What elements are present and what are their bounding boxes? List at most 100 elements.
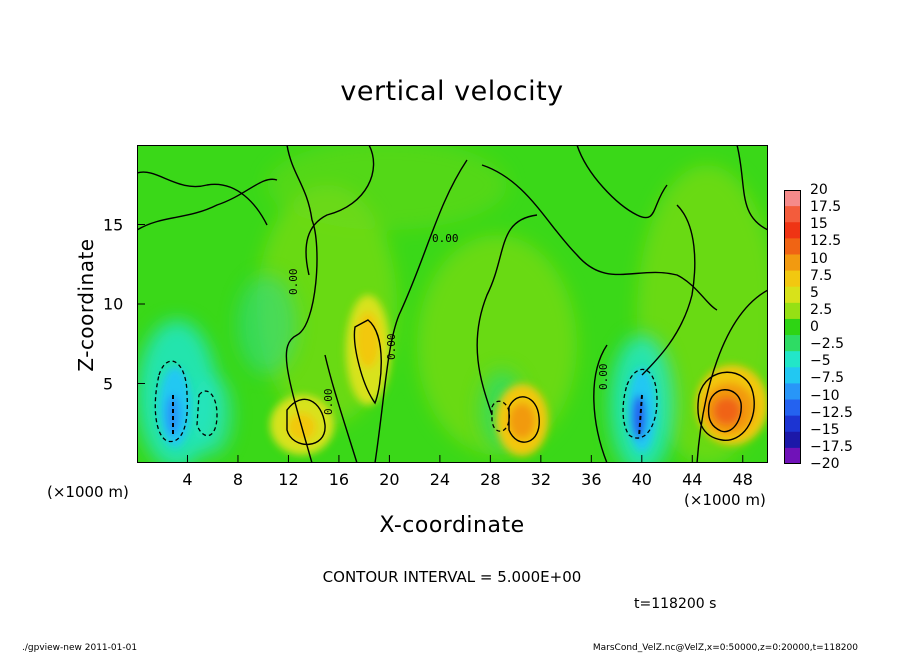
downdraft-core: [166, 395, 180, 435]
contour-labels: 0.00 0.00 0.00 0.00 0.00: [287, 232, 610, 415]
x-tick-label: 36: [581, 470, 602, 489]
colorbar-label: 20: [810, 182, 828, 198]
time-stamp: t=118200 s: [634, 596, 717, 612]
x-tick-marks: [137, 224, 744, 463]
plot-area: 0.00 0.00 0.00 0.00 0.00: [137, 145, 768, 463]
colorbar-swatch: [784, 318, 801, 336]
colorbar-swatch: [784, 222, 801, 239]
contour-10: [707, 389, 742, 433]
footer-right: MarsCond_VelZ.nc@VelZ,x=0:50000,z=0:2000…: [592, 643, 858, 653]
colorbar-swatch: [784, 302, 801, 320]
zero-contour: [696, 289, 768, 463]
x-tick-label: 24: [429, 470, 451, 489]
colorbar-swatch: [784, 431, 801, 449]
contour-5: [697, 371, 755, 441]
colorbar-swatch: [784, 270, 801, 288]
negative-contours: [154, 360, 658, 443]
updraft-core: [713, 397, 741, 425]
contour-label: 0.00: [322, 389, 335, 416]
colorbar-swatches: [784, 190, 801, 464]
updraft-cores: [270, 295, 768, 456]
contour-label: 0.00: [597, 364, 610, 391]
colorbar-label: 15: [810, 216, 828, 233]
updraft-core: [509, 403, 535, 439]
contour-lines: [137, 145, 768, 463]
zero-contour: [576, 145, 668, 219]
contour-minus-5: [622, 368, 658, 439]
colorbar-label: 7.5: [810, 267, 833, 284]
colorbar-swatch: [784, 238, 801, 255]
contour-minus-5: [154, 360, 188, 443]
colorbar-swatch: [784, 367, 801, 384]
zero-contour: [285, 145, 318, 463]
colorbar-label: 0: [810, 319, 819, 335]
downdraft-region: [192, 375, 232, 455]
x-tick-label: 4: [182, 470, 193, 489]
x-tick-label: 44: [682, 470, 703, 489]
contour-5: [508, 396, 540, 443]
colorbar-label: −20: [810, 456, 840, 472]
x-tick-label: 40: [631, 470, 652, 489]
contour-interval-text: CONTOUR INTERVAL = 5.000E+00: [322, 568, 582, 586]
colorbar-label: −10: [810, 387, 840, 404]
y-axis-label: Z-coordinate: [74, 238, 98, 372]
downdraft-core: [632, 395, 646, 439]
contour-minus-5: [491, 400, 510, 432]
updraft-region: [267, 145, 507, 230]
x-tick-label: 8: [232, 470, 244, 489]
y-tick-label: 10: [103, 294, 124, 314]
contour-label: 0.00: [287, 269, 300, 296]
x-tick-label: 32: [530, 470, 552, 489]
colorbar-label: 10: [810, 250, 828, 267]
contour-minus-10: [638, 394, 643, 438]
zero-contour: [593, 344, 608, 463]
colorbar-frame: [784, 190, 801, 464]
colorbar-label: −7.5: [810, 370, 844, 387]
zero-contour: [305, 145, 375, 276]
zero-contour: [137, 178, 278, 231]
x-unit-label-right: (×1000 m): [684, 491, 766, 509]
zero-contour: [481, 164, 718, 311]
colorbar-label: 12.5: [810, 233, 842, 250]
heatmap-svg: 0.00 0.00 0.00 0.00 0.00: [137, 145, 768, 463]
colorbar-label: −12.5: [810, 404, 853, 421]
colorbar-label: 2.5: [810, 301, 833, 318]
colorbar-swatch: [784, 351, 801, 368]
colorbar-label: −17.5: [810, 438, 853, 455]
zero-contour: [641, 204, 696, 376]
footer-left: ./gpview-new 2011-01-01: [22, 643, 138, 653]
colorbar-swatch: [784, 206, 801, 223]
contour-label: 0.00: [432, 232, 459, 245]
chart-title: vertical velocity: [340, 76, 564, 107]
zero-contour: [137, 171, 268, 226]
contour-minus-5: [196, 390, 218, 437]
colorbar-swatch: [784, 383, 801, 401]
zero-contour: [324, 354, 358, 463]
colorbar-swatch: [784, 335, 801, 352]
x-tick-label: 20: [379, 470, 400, 489]
colorbar-swatch: [784, 415, 801, 433]
colorbar-label: 5: [810, 284, 819, 301]
x-tick-label: 12: [278, 470, 299, 489]
contour-label: 0.00: [385, 334, 398, 361]
colorbar-swatch: [784, 254, 801, 272]
colorbar-label: 17.5: [810, 199, 842, 216]
contour-5: [353, 319, 382, 405]
zero-contour: [476, 214, 538, 416]
x-axis-label: X-coordinate: [379, 513, 525, 538]
x-tick-label: 16: [328, 470, 350, 489]
y-tick-label: 5: [103, 374, 114, 393]
contour-5: [286, 398, 326, 446]
x-unit-label-left: (×1000 m): [47, 483, 129, 501]
zero-contour: [736, 145, 768, 231]
zero-contour: [374, 159, 468, 463]
colorbar-label: −2.5: [810, 336, 844, 353]
colorbar-swatch: [784, 447, 801, 464]
downdraft-region: [237, 275, 297, 375]
x-tick-label: 48: [732, 470, 753, 489]
x-tick-label: 28: [480, 470, 501, 489]
colorbar-label: −5: [810, 353, 831, 370]
colorbar: [784, 190, 801, 464]
colorbar-swatch: [784, 286, 801, 304]
y-tick-label: 15: [103, 215, 124, 234]
